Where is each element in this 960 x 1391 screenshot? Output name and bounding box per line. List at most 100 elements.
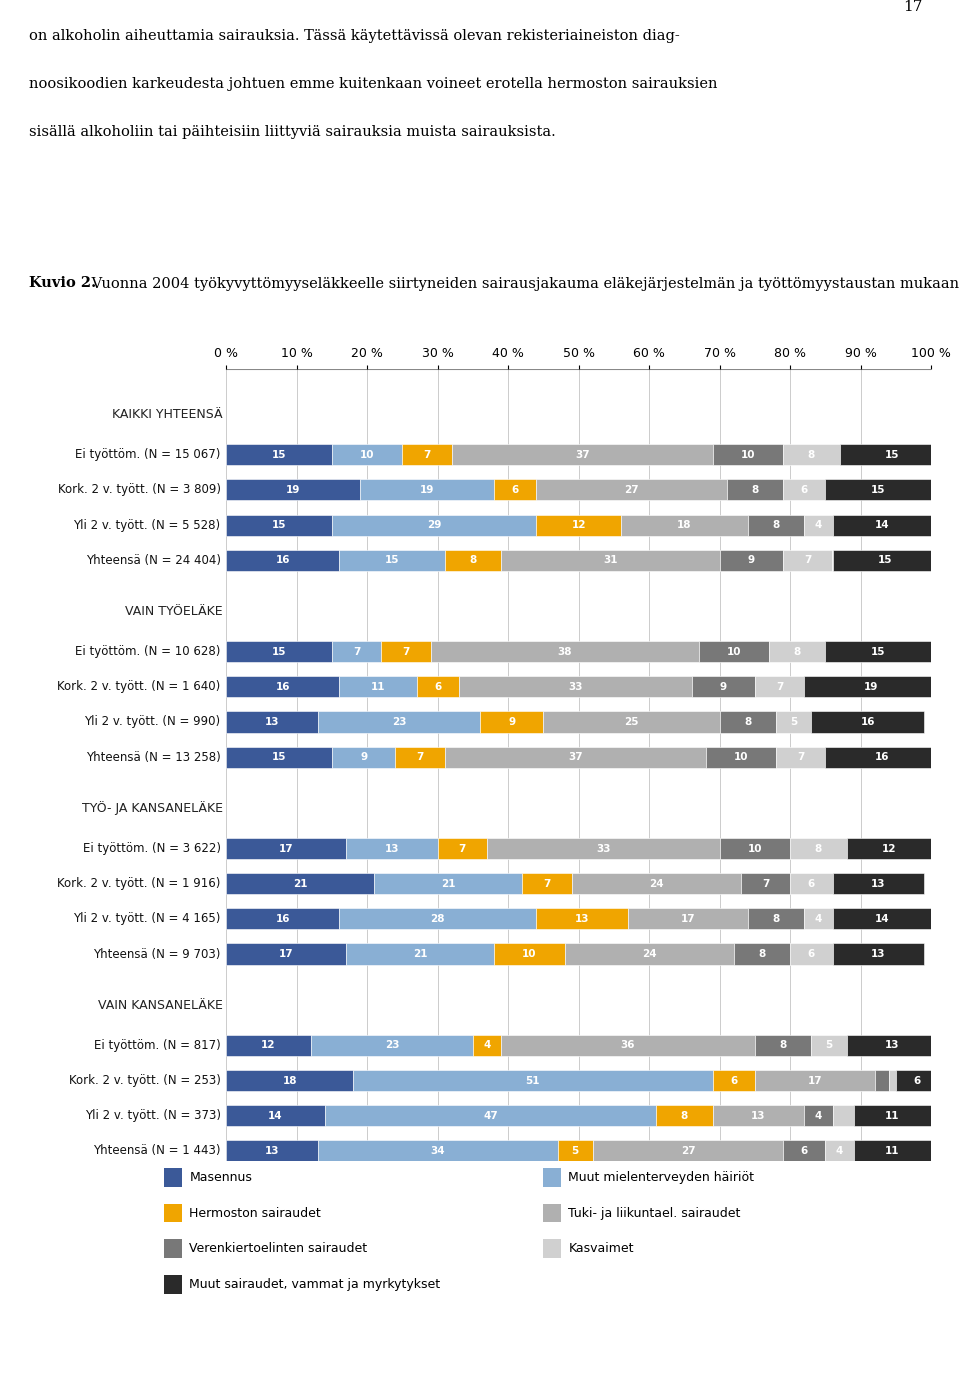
Text: 17: 17 <box>278 949 294 958</box>
Text: VAIN KANSANELÄKE: VAIN KANSANELÄKE <box>98 999 223 1011</box>
Text: 6: 6 <box>434 682 442 691</box>
Bar <box>227 874 374 894</box>
Bar <box>564 943 733 964</box>
Text: 8: 8 <box>681 1111 688 1121</box>
Bar <box>164 1203 182 1223</box>
Text: 18: 18 <box>677 520 692 530</box>
Bar <box>783 1141 826 1161</box>
Text: 8: 8 <box>794 647 801 657</box>
Text: Yli 2 v. tyött. (N = 990): Yli 2 v. tyött. (N = 990) <box>84 715 221 729</box>
Text: 17: 17 <box>681 914 695 924</box>
Text: 27: 27 <box>624 485 639 495</box>
Bar <box>712 444 783 466</box>
Bar <box>227 515 332 536</box>
Bar <box>444 549 501 570</box>
Bar <box>494 480 537 501</box>
Text: 21: 21 <box>413 949 427 958</box>
Text: 10: 10 <box>741 449 756 460</box>
Text: 10: 10 <box>748 843 762 854</box>
Bar <box>227 676 339 697</box>
Bar <box>741 874 790 894</box>
Bar <box>832 1106 853 1127</box>
Text: Tuki- ja liikuntael. sairaudet: Tuki- ja liikuntael. sairaudet <box>568 1206 741 1220</box>
Bar <box>346 837 438 860</box>
Text: 9: 9 <box>720 682 727 691</box>
Bar <box>783 480 826 501</box>
Text: 11: 11 <box>885 1111 900 1121</box>
Text: 16: 16 <box>875 753 889 762</box>
Bar <box>227 908 339 929</box>
Bar <box>227 480 360 501</box>
Bar <box>755 676 804 697</box>
Text: Kork. 2 v. tyött. (N = 1 916): Kork. 2 v. tyött. (N = 1 916) <box>58 878 221 890</box>
Text: 10: 10 <box>727 647 741 657</box>
Text: 38: 38 <box>558 647 572 657</box>
Bar <box>727 480 783 501</box>
Text: 33: 33 <box>568 682 583 691</box>
Text: Yli 2 v. tyött. (N = 5 528): Yli 2 v. tyött. (N = 5 528) <box>73 519 221 531</box>
Bar <box>832 874 924 894</box>
Bar <box>360 480 494 501</box>
Text: Kork. 2 v. tyött. (N = 3 809): Kork. 2 v. tyött. (N = 3 809) <box>58 484 221 497</box>
Text: 8: 8 <box>469 555 476 565</box>
Text: Muut mielenterveyden häiriöt: Muut mielenterveyden häiriöt <box>568 1171 755 1184</box>
Text: Ei työttöm. (N = 10 628): Ei työttöm. (N = 10 628) <box>75 645 221 658</box>
Text: 37: 37 <box>575 449 589 460</box>
Bar <box>804 515 832 536</box>
Bar <box>501 1035 755 1056</box>
Bar <box>487 837 720 860</box>
Text: 8: 8 <box>752 485 758 495</box>
Text: 4: 4 <box>836 1146 843 1156</box>
Text: 19: 19 <box>286 485 300 495</box>
Bar <box>804 676 938 697</box>
Text: 5: 5 <box>571 1146 579 1156</box>
Bar <box>227 943 346 964</box>
Text: 15: 15 <box>385 555 399 565</box>
Bar <box>522 874 571 894</box>
Text: 7: 7 <box>797 753 804 762</box>
Bar <box>571 874 741 894</box>
Text: 36: 36 <box>621 1040 636 1050</box>
Text: 27: 27 <box>681 1146 695 1156</box>
Text: 6: 6 <box>807 949 815 958</box>
Text: Kork. 2 v. tyött. (N = 1 640): Kork. 2 v. tyött. (N = 1 640) <box>58 680 221 693</box>
Bar <box>227 1141 318 1161</box>
Text: 13: 13 <box>265 1146 279 1156</box>
Text: 10: 10 <box>733 753 748 762</box>
Bar <box>543 711 720 733</box>
Bar <box>332 747 396 768</box>
Text: 10: 10 <box>522 949 537 958</box>
Bar <box>396 747 444 768</box>
Text: Yli 2 v. tyött. (N = 373): Yli 2 v. tyött. (N = 373) <box>84 1109 221 1123</box>
Text: 14: 14 <box>875 520 889 530</box>
Bar <box>840 444 946 466</box>
Bar <box>826 641 931 662</box>
Bar <box>402 444 452 466</box>
Text: 5: 5 <box>790 716 798 727</box>
Bar <box>896 1070 938 1091</box>
Text: Verenkiertoelinten sairaudet: Verenkiertoelinten sairaudet <box>189 1242 368 1255</box>
Bar <box>332 444 402 466</box>
Bar <box>748 515 804 536</box>
Text: 8: 8 <box>815 843 822 854</box>
Bar <box>339 549 444 570</box>
Text: 8: 8 <box>758 949 766 958</box>
Text: 15: 15 <box>885 449 900 460</box>
Text: 4: 4 <box>815 1111 822 1121</box>
Bar <box>480 711 543 733</box>
Bar <box>733 943 790 964</box>
Text: Kork. 2 v. tyött. (N = 253): Kork. 2 v. tyött. (N = 253) <box>69 1074 221 1088</box>
Bar <box>374 874 522 894</box>
Text: 13: 13 <box>871 879 885 889</box>
Text: 7: 7 <box>417 753 423 762</box>
Bar <box>804 1106 832 1127</box>
Text: 9: 9 <box>748 555 755 565</box>
Text: 37: 37 <box>568 753 583 762</box>
Bar <box>438 837 487 860</box>
Text: Yhteensä (N = 1 443): Yhteensä (N = 1 443) <box>93 1145 221 1157</box>
Bar <box>826 747 938 768</box>
Text: 25: 25 <box>624 716 638 727</box>
Text: TYÖ- JA KANSANELÄKE: TYÖ- JA KANSANELÄKE <box>82 801 223 815</box>
Bar <box>832 549 938 570</box>
Text: 7: 7 <box>353 647 360 657</box>
